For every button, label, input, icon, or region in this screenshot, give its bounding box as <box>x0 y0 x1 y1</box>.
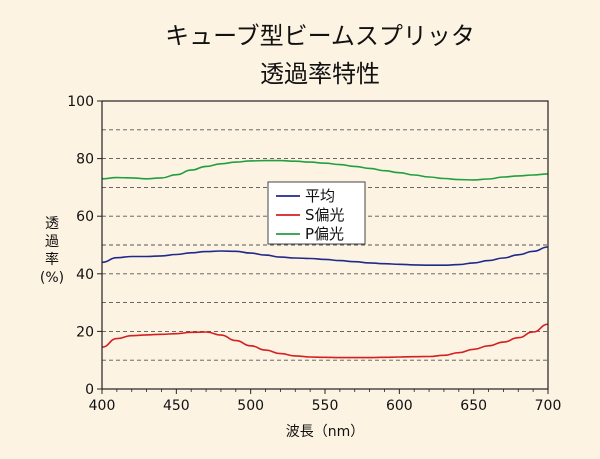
series-lines <box>101 159 549 359</box>
y-axis-label-line: (%) <box>40 270 64 286</box>
y-tick-label: 100 <box>67 94 94 110</box>
y-tick-label: 40 <box>76 267 94 283</box>
gridlines <box>102 129 548 361</box>
axis-ticks: 0 20 40 60 80 100 400 450 500 550 600 650 700 <box>67 94 561 414</box>
legend-label: S偏光 <box>305 206 345 224</box>
chart-title-line2: 透過率特性 <box>260 60 380 88</box>
y-axis-label: 透過率 (%) <box>40 216 64 286</box>
legend-label: P偏光 <box>305 225 344 243</box>
x-tick-label: 550 <box>312 398 339 414</box>
x-tick-label: 650 <box>460 398 487 414</box>
y-tick-label: 0 <box>85 382 94 398</box>
y-tick-label: 60 <box>76 209 94 225</box>
y-tick-label: 20 <box>76 324 94 340</box>
x-tick-label: 500 <box>237 398 264 414</box>
x-tick-label: 600 <box>386 398 413 414</box>
y-axis-label-line: 過 <box>45 234 59 250</box>
chart-title-line1: キューブ型ビームスプリッタ <box>165 22 475 50</box>
y-tick-label: 80 <box>76 152 94 168</box>
series-line-S偏光 <box>101 323 549 359</box>
series-line-P偏光 <box>101 159 549 181</box>
legend-label: 平均 <box>305 187 335 205</box>
y-axis-label-line: 率 <box>45 251 59 268</box>
x-axis-label: 波長（nm） <box>286 424 365 440</box>
x-tick-label: 700 <box>535 398 562 414</box>
series-line-平均 <box>101 246 549 267</box>
y-axis-label-line: 透 <box>45 216 59 232</box>
x-tick-label: 400 <box>89 398 116 414</box>
x-tick-label: 450 <box>163 398 190 414</box>
